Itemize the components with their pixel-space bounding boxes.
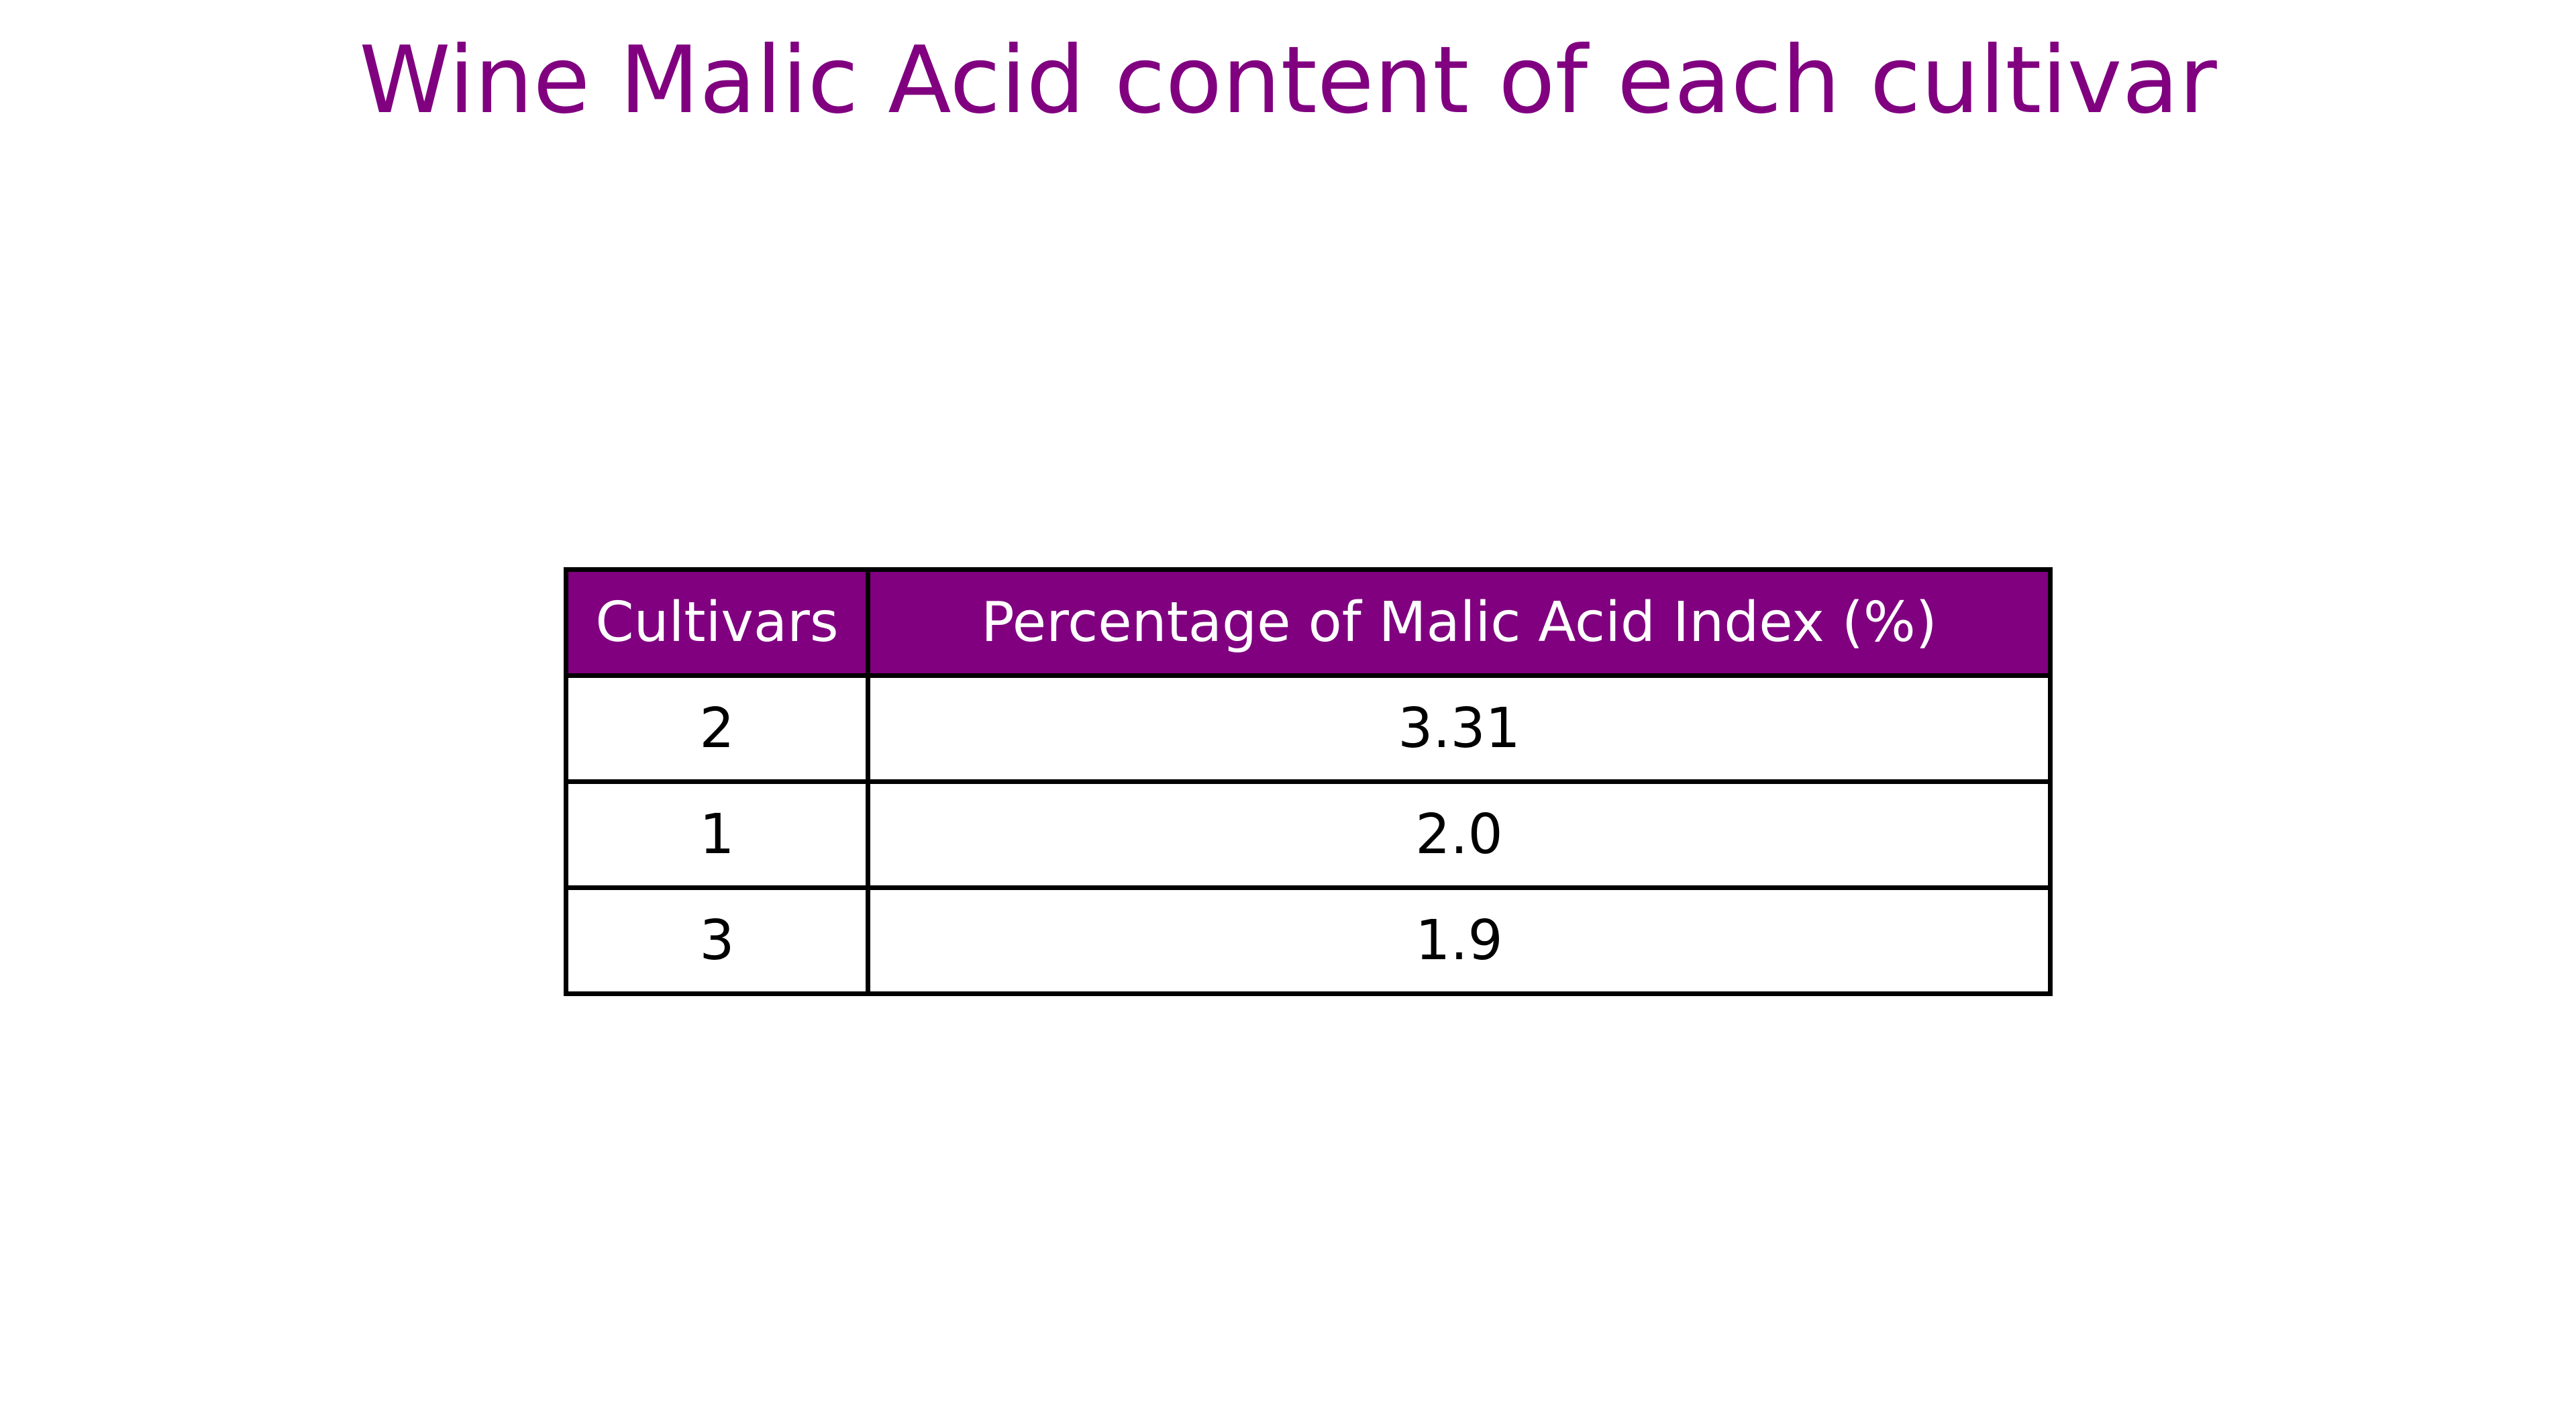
data-table: Cultivars Percentage of Malic Acid Index… [564, 567, 2053, 996]
table-row: 2 3.31 [564, 673, 2053, 784]
cell-cultivar: 3 [564, 885, 870, 996]
table-header-row: Cultivars Percentage of Malic Acid Index… [564, 567, 2053, 678]
header-malic-acid-index: Percentage of Malic Acid Index (%) [866, 567, 2053, 678]
header-cultivars: Cultivars [564, 567, 870, 678]
cell-cultivar: 2 [564, 673, 870, 784]
cell-malic-acid: 3.31 [866, 673, 2053, 784]
cell-malic-acid: 2.0 [866, 779, 2053, 890]
table-row: 1 2.0 [564, 779, 2053, 890]
cell-cultivar: 1 [564, 779, 870, 890]
cell-malic-acid: 1.9 [866, 885, 2053, 996]
table-row: 3 1.9 [564, 885, 2053, 996]
chart-title: Wine Malic Acid content of each cultivar [359, 26, 2217, 134]
